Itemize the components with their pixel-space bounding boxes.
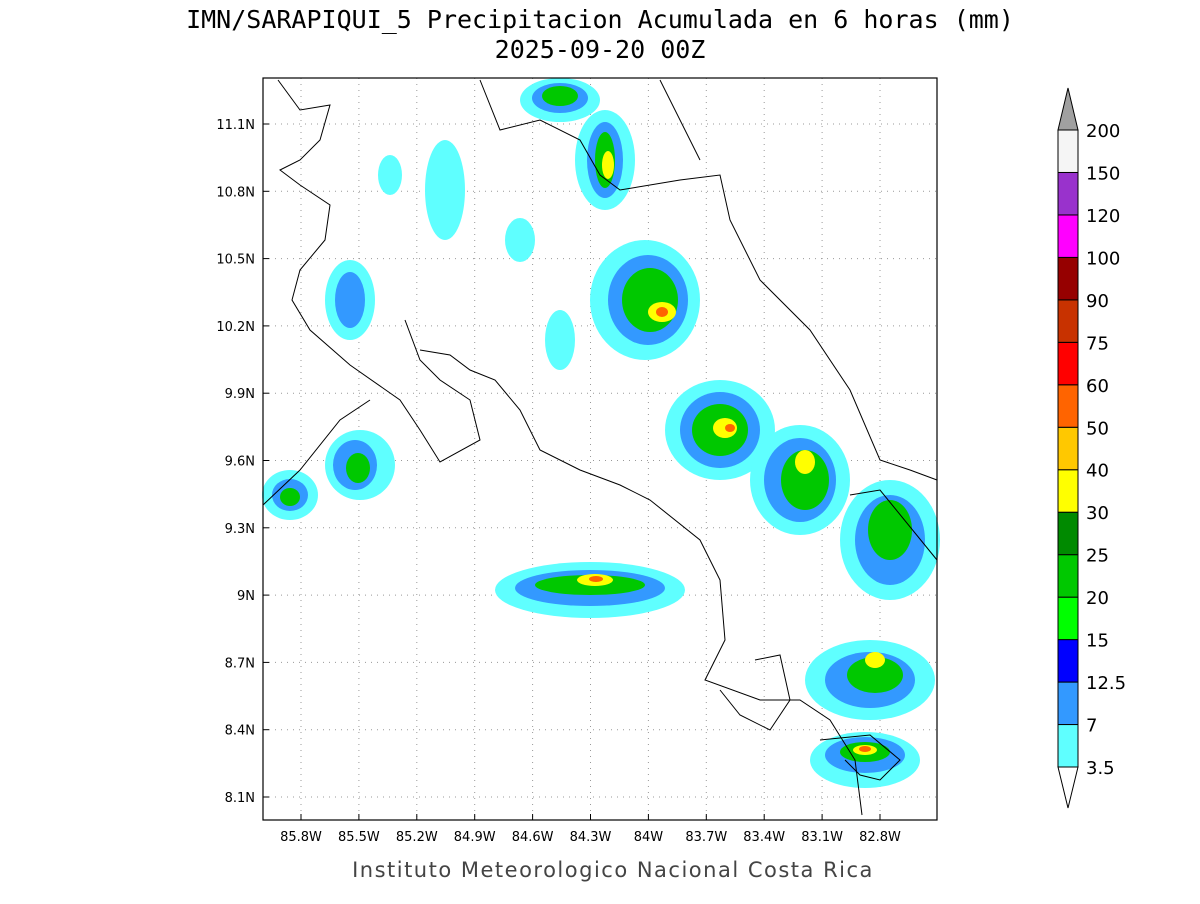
lon-label: 83.7W <box>685 830 727 845</box>
colorbar-box <box>1057 469 1079 513</box>
colorbar-box <box>1057 639 1079 683</box>
colorbar-box <box>1057 426 1079 471</box>
colorbar-box <box>1057 554 1079 598</box>
colorbar-label: 40 <box>1086 461 1109 482</box>
lon-label: 83.1W <box>801 830 843 845</box>
colorbar-label: 20 <box>1086 588 1109 609</box>
lon-label: 85.8W <box>280 830 322 845</box>
lon-label: 85.5W <box>338 830 380 845</box>
title: IMN/SARAPIQUI_5 Precipitacion Acumulada … <box>186 5 1014 34</box>
colorbar-box <box>1057 214 1079 258</box>
colorbar-label: 3.5 <box>1086 758 1115 779</box>
coastlines <box>262 79 938 816</box>
lat-label: 8.1N <box>225 791 255 806</box>
colorbar-label: 100 <box>1086 248 1120 269</box>
colorbar-label: 75 <box>1086 333 1109 354</box>
colorbar-label: 30 <box>1086 503 1109 524</box>
colorbar-under <box>1057 766 1079 809</box>
colorbar-box <box>1057 384 1079 428</box>
lon-label: 85.2W <box>396 830 438 845</box>
lon-label: 84.9W <box>454 830 496 845</box>
colorbar-label: 25 <box>1086 546 1109 567</box>
colorbar-label: 50 <box>1086 418 1109 439</box>
lat-label: 10.2N <box>216 320 255 335</box>
colorbar-box <box>1057 596 1079 641</box>
lat-label: 10.5N <box>216 253 255 268</box>
lat-label: 9.9N <box>225 387 255 402</box>
precipitation-field <box>262 78 940 788</box>
colorbar-box <box>1057 681 1079 726</box>
lon-label: 84.3W <box>570 830 612 845</box>
lon-label: 84W <box>634 830 664 845</box>
lat-label: 11.1N <box>216 118 255 133</box>
colorbar-label: 90 <box>1086 291 1109 312</box>
subtitle: 2025-09-20 00Z <box>495 35 706 64</box>
colorbar-label: 12.5 <box>1086 673 1126 694</box>
colorbar-box <box>1057 129 1079 173</box>
lat-label: 8.4N <box>225 724 255 739</box>
colorbar-label: 60 <box>1086 376 1109 397</box>
colorbar-box <box>1057 171 1079 216</box>
lon-label: 82.8W <box>859 830 901 845</box>
colorbar-box <box>1057 511 1079 556</box>
colorbar-box <box>1057 256 1079 301</box>
lat-label: 10.8N <box>216 185 255 200</box>
colorbar-label: 15 <box>1086 631 1109 652</box>
colorbar-label: 120 <box>1086 206 1120 227</box>
lon-label: 83.4W <box>743 830 785 845</box>
colorbar-box <box>1057 724 1079 768</box>
lat-label: 9.3N <box>225 522 255 537</box>
map-frame <box>262 77 938 821</box>
colorbar-box <box>1057 299 1079 343</box>
colorbar-label: 150 <box>1086 163 1120 184</box>
footer: Instituto Meteorologico Nacional Costa R… <box>352 858 874 882</box>
colorbar-over <box>1057 87 1079 131</box>
lat-label: 9.6N <box>225 455 255 470</box>
colorbar: 3.5 7 12.5 15 20 25 30 40 50 60 75 90 100 120 150 200 <box>1057 87 1126 809</box>
lat-label: 8.7N <box>225 656 255 671</box>
colorbar-label: 7 <box>1086 716 1097 737</box>
lat-label: 9N <box>237 589 255 604</box>
colorbar-label: 200 <box>1086 121 1120 142</box>
colorbar-box <box>1057 341 1079 386</box>
lon-label: 84.6W <box>512 830 554 845</box>
